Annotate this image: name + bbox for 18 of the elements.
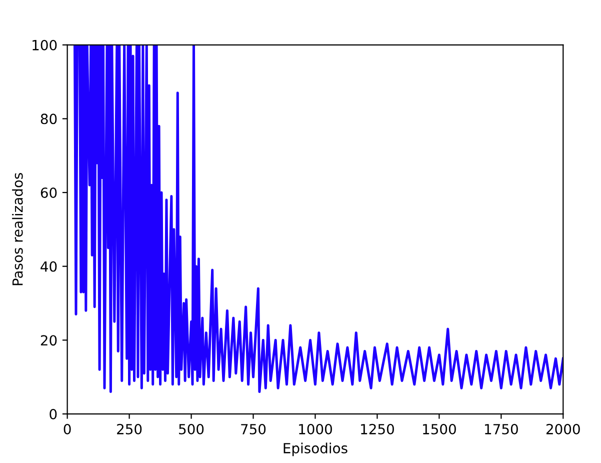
x-tick-label: 1250 xyxy=(361,424,394,434)
x-axis-title: Episodios xyxy=(284,442,348,456)
y-axis-title: Pasos realizados xyxy=(12,173,23,286)
y-tick-label: 60 xyxy=(40,187,57,198)
x-tick-label: 750 xyxy=(241,424,266,434)
x-tick-label: 1750 xyxy=(485,424,518,434)
x-tick-label: 2000 xyxy=(546,424,580,434)
x-tick-label: 500 xyxy=(179,424,204,434)
y-tick-label: 100 xyxy=(32,40,57,50)
x-tick-label: 1000 xyxy=(299,424,332,434)
y-tick-label: 20 xyxy=(40,335,57,346)
y-tick-label: 80 xyxy=(40,114,57,124)
y-tick-label: 0 xyxy=(50,408,57,420)
x-tick-label: 0 xyxy=(64,424,71,434)
line-series xyxy=(74,44,564,394)
y-tick-label: 40 xyxy=(40,261,57,272)
x-tick-label: 1500 xyxy=(423,424,456,434)
x-tick-label: 250 xyxy=(117,424,142,434)
